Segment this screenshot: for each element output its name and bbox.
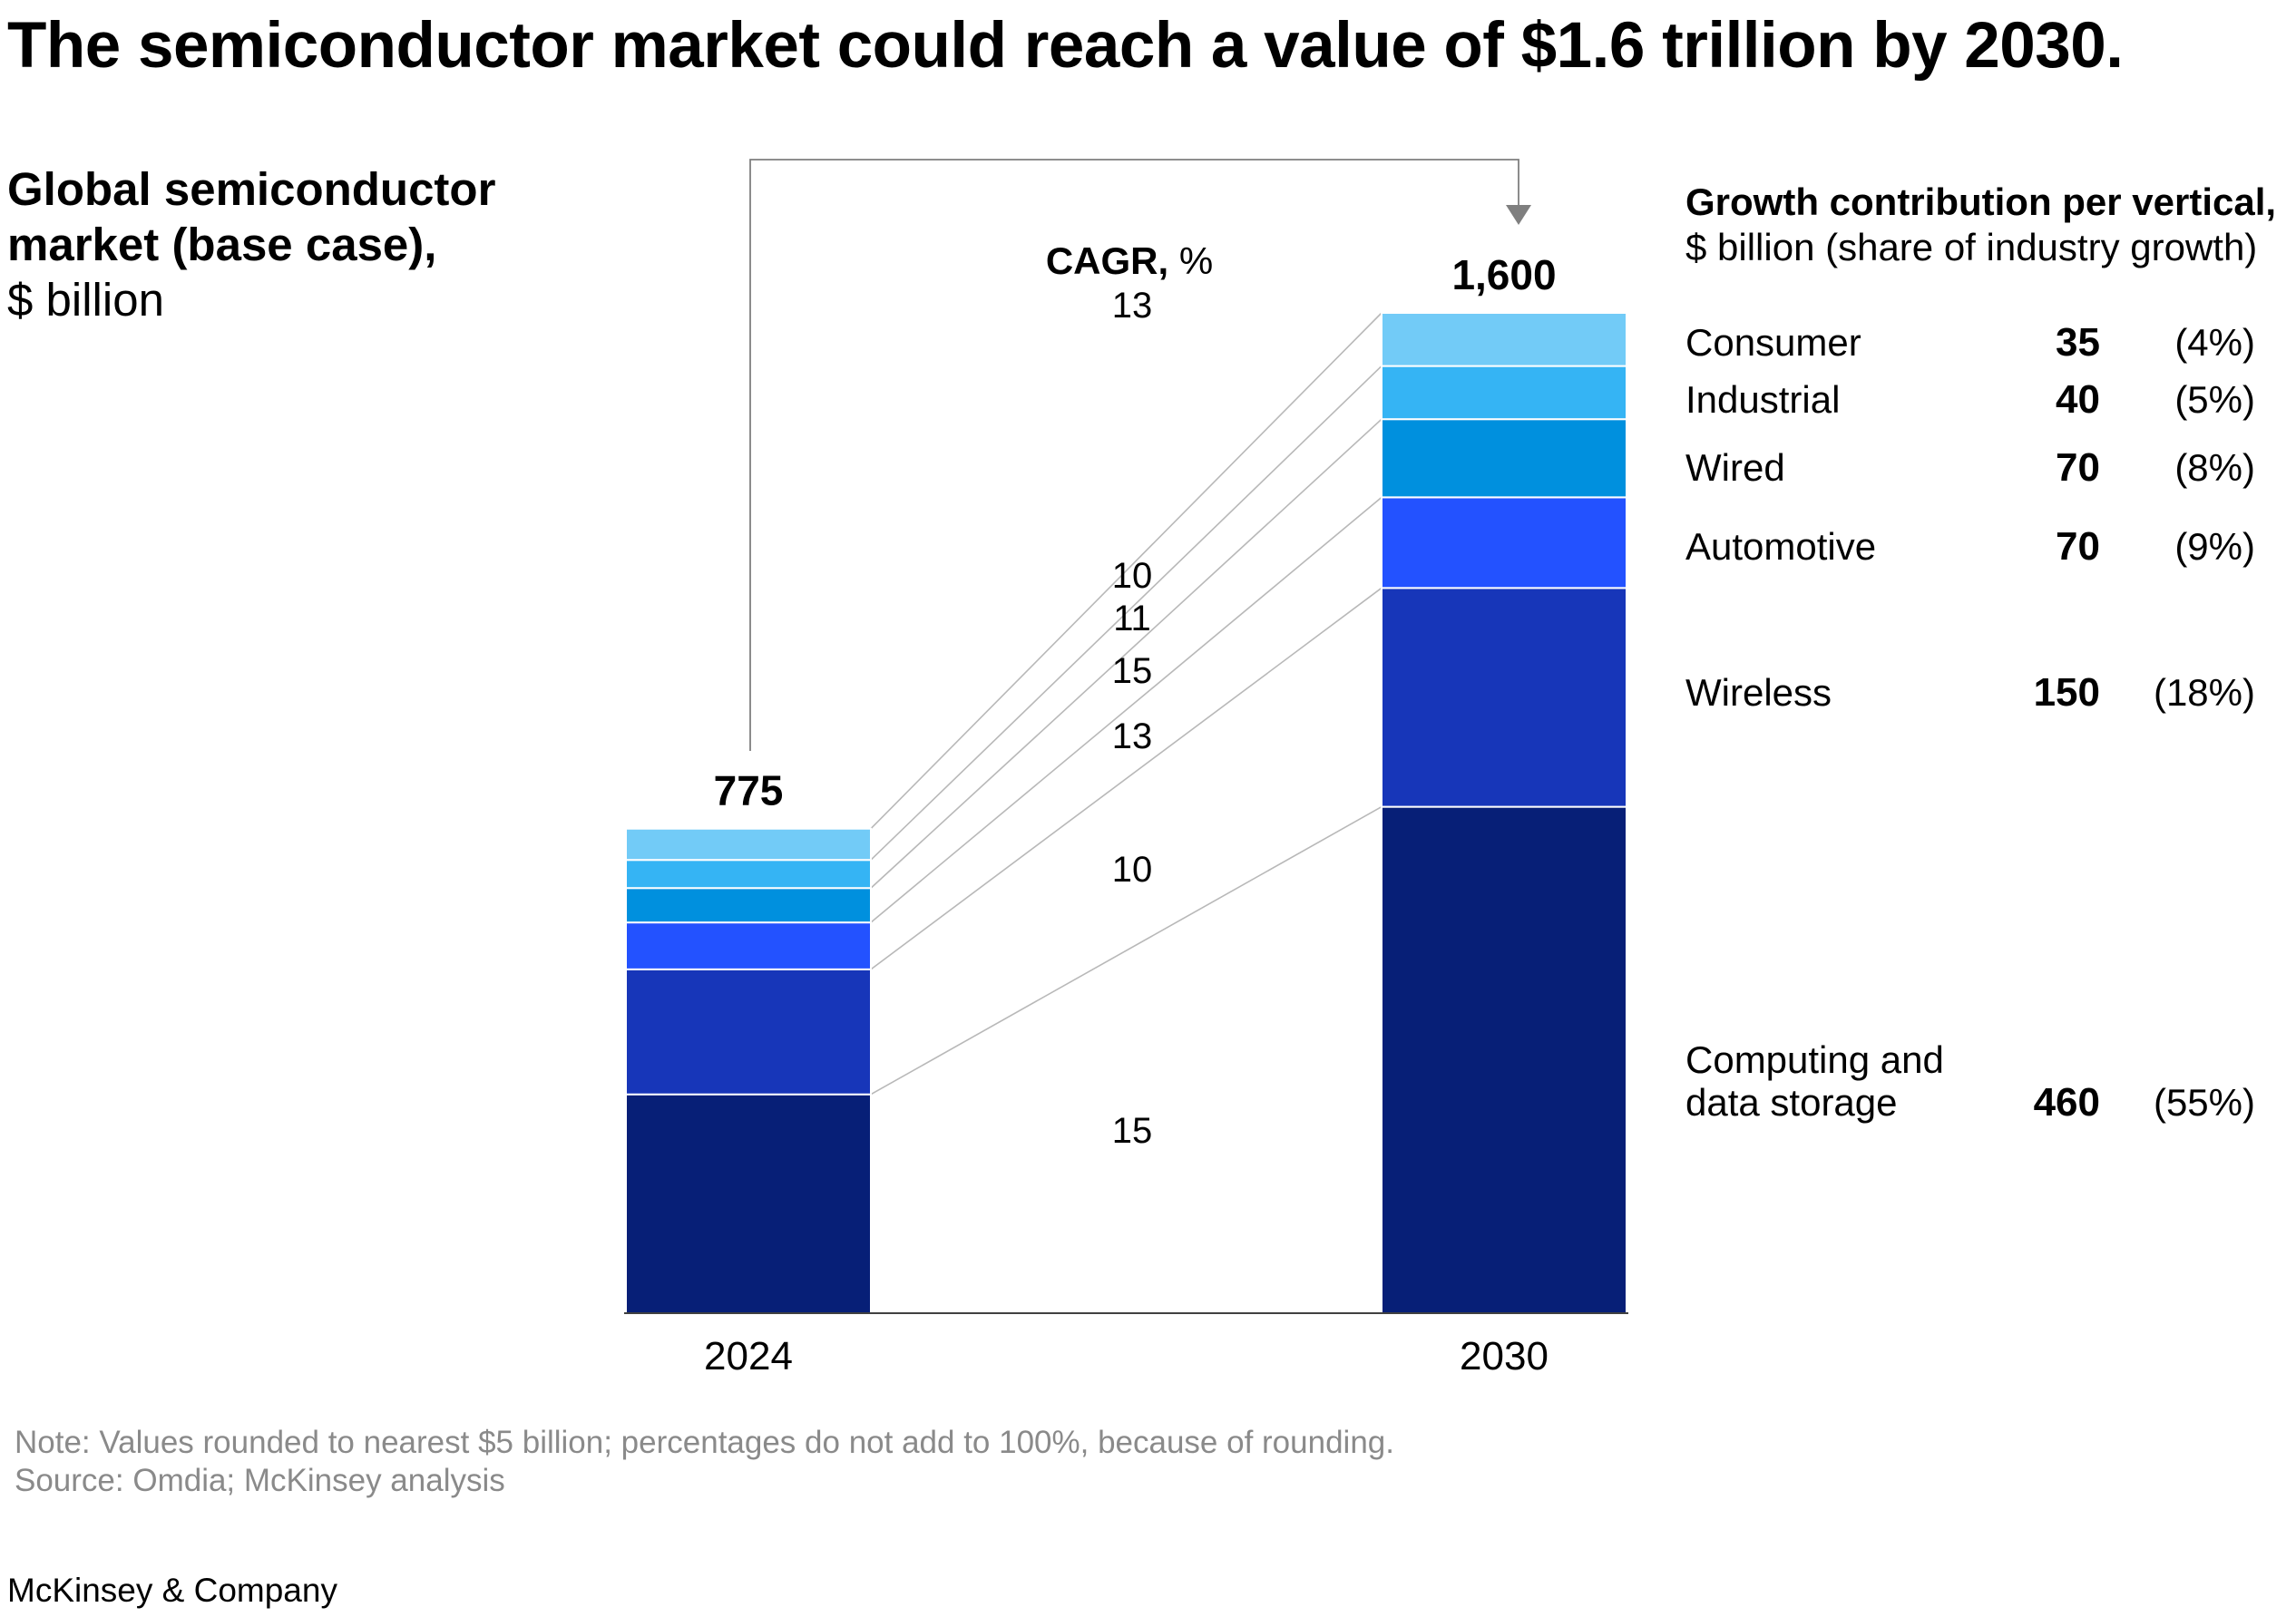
- total-label-2030: 1,600: [1451, 251, 1556, 298]
- note-text: Note: Values rounded to nearest $5 billi…: [15, 1425, 1394, 1460]
- bar-segment-2024-automotive: [625, 921, 872, 970]
- connector-line-automotive: [870, 496, 1382, 923]
- growth-share-consumer: (4%): [2174, 321, 2255, 364]
- growth-share-computing-and-data-storage: (55%): [2154, 1081, 2255, 1124]
- growth-header-unit: $ billion (share of industry growth): [1685, 226, 2258, 268]
- legend-name-automotive: Automotive: [1685, 525, 1876, 568]
- connector-line-consumer: [870, 312, 1382, 830]
- cagr-label-wired: 15: [1112, 651, 1153, 691]
- brand-logo-text: McKinsey & Company: [7, 1572, 337, 1609]
- cagr-label-wireless: 10: [1112, 850, 1153, 890]
- connector-line-industrial: [870, 365, 1382, 861]
- bar-segment-2024-wireless: [625, 968, 872, 1096]
- growth-value-wired: 70: [2056, 445, 2100, 490]
- cagr-header-unit: %: [1168, 239, 1213, 282]
- cagr-label-industrial: 11: [1113, 599, 1151, 638]
- legend-name-computing-and-data-storage-line-1: Computing and: [1685, 1038, 1944, 1081]
- connector-line-wireless: [870, 587, 1382, 970]
- bar-segment-2024-wired: [625, 887, 872, 924]
- bar-segment-2024-consumer: [625, 827, 872, 862]
- connector-line-computing-and-data-storage: [870, 805, 1382, 1096]
- growth-bracket-line: [749, 159, 1519, 751]
- chart-title: The semiconductor market could reach a v…: [7, 10, 2124, 82]
- x-tick-label-2024: 2024: [704, 1334, 793, 1378]
- x-tick-label-2030: 2030: [1460, 1334, 1549, 1378]
- bar-segment-2024-industrial: [625, 859, 872, 890]
- bar-segment-2024-computing-and-data-storage: [625, 1093, 872, 1314]
- growth-share-industrial: (5%): [2174, 378, 2255, 421]
- cagr-header-bold: CAGR,: [1046, 239, 1168, 282]
- subtitle-line-1: Global semiconductor: [7, 163, 496, 215]
- bar-segment-2030-industrial: [1381, 365, 1627, 421]
- bar-segment-2030-consumer: [1381, 312, 1627, 367]
- cagr-label-automotive: 13: [1112, 716, 1153, 756]
- arrow-head-icon: [1506, 205, 1531, 225]
- growth-contribution-header: Growth contribution per vertical, $ bill…: [1685, 180, 2296, 270]
- bar-segment-2030-automotive: [1381, 496, 1627, 589]
- bar-segment-2030-wired: [1381, 418, 1627, 499]
- source-text: Source: Omdia; McKinsey analysis: [15, 1463, 505, 1498]
- growth-value-computing-and-data-storage: 460: [2034, 1080, 2100, 1125]
- chart-notes: Note: Values rounded to nearest $5 billi…: [15, 1424, 1394, 1500]
- growth-header-title: Growth contribution per vertical,: [1685, 180, 2277, 223]
- bar-segment-2030-wireless: [1381, 587, 1627, 808]
- bar-segment-2030-computing-and-data-storage: [1381, 805, 1627, 1314]
- cagr-overall-value: 13: [1112, 286, 1153, 326]
- subtitle-line-2: market (base case),: [7, 219, 437, 270]
- growth-share-wireless: (18%): [2154, 671, 2255, 714]
- legend-name-consumer: Consumer: [1685, 321, 1861, 364]
- chart-subtitle: Global semiconductor market (base case),…: [7, 161, 570, 327]
- growth-value-consumer: 35: [2056, 320, 2100, 365]
- legend-name-industrial: Industrial: [1685, 378, 1840, 421]
- growth-value-wireless: 150: [2034, 670, 2100, 715]
- cagr-label-consumer: 10: [1112, 556, 1153, 596]
- total-label-2024: 775: [714, 767, 784, 814]
- growth-value-industrial: 40: [2056, 377, 2100, 422]
- growth-value-automotive: 70: [2056, 524, 2100, 569]
- legend-name-computing-and-data-storage-line-2: data storage: [1685, 1081, 1898, 1124]
- cagr-label-computing-and-data-storage: 15: [1112, 1111, 1153, 1151]
- cagr-header: CAGR, %: [1046, 239, 1213, 282]
- growth-share-automotive: (9%): [2174, 525, 2255, 568]
- legend-name-wired: Wired: [1685, 446, 1785, 489]
- legend-name-wireless: Wireless: [1685, 671, 1832, 714]
- connector-line-wired: [870, 418, 1382, 889]
- subtitle-unit: $ billion: [7, 274, 164, 326]
- growth-share-wired: (8%): [2174, 446, 2255, 489]
